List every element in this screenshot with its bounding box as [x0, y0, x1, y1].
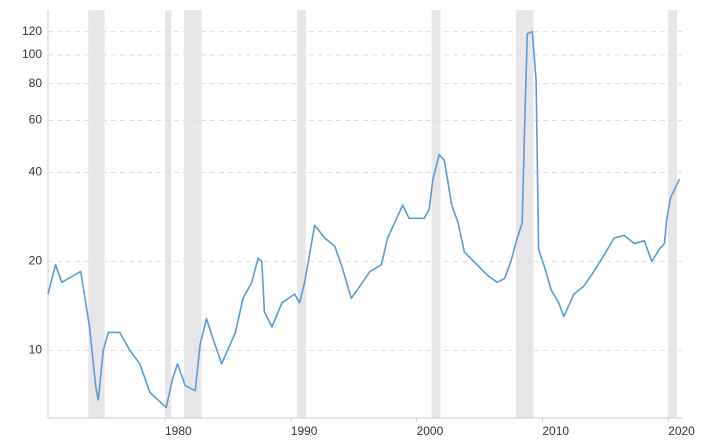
recession-band: [183, 10, 202, 418]
recession-band: [297, 10, 306, 418]
y-tick-label: 100: [22, 47, 42, 61]
y-tick-label: 10: [29, 342, 43, 356]
y-tick-label: 80: [29, 76, 43, 90]
x-tick-label: 1990: [291, 424, 318, 438]
recession-band: [88, 10, 105, 418]
x-tick-label: 2020: [668, 424, 695, 438]
line-series: [47, 30, 681, 409]
x-tick-label: 1980: [165, 424, 192, 438]
y-tick-label: 120: [22, 24, 42, 38]
x-tick-label: 2010: [542, 424, 569, 438]
recession-band: [668, 10, 677, 418]
y-tick-label: 60: [29, 113, 43, 127]
recession-band: [515, 10, 534, 418]
y-tick-label: 20: [29, 254, 43, 268]
y-tick-label: 40: [29, 165, 43, 179]
recession-band: [164, 10, 172, 418]
x-tick-label: 2000: [417, 424, 444, 438]
recession-band: [431, 10, 441, 418]
